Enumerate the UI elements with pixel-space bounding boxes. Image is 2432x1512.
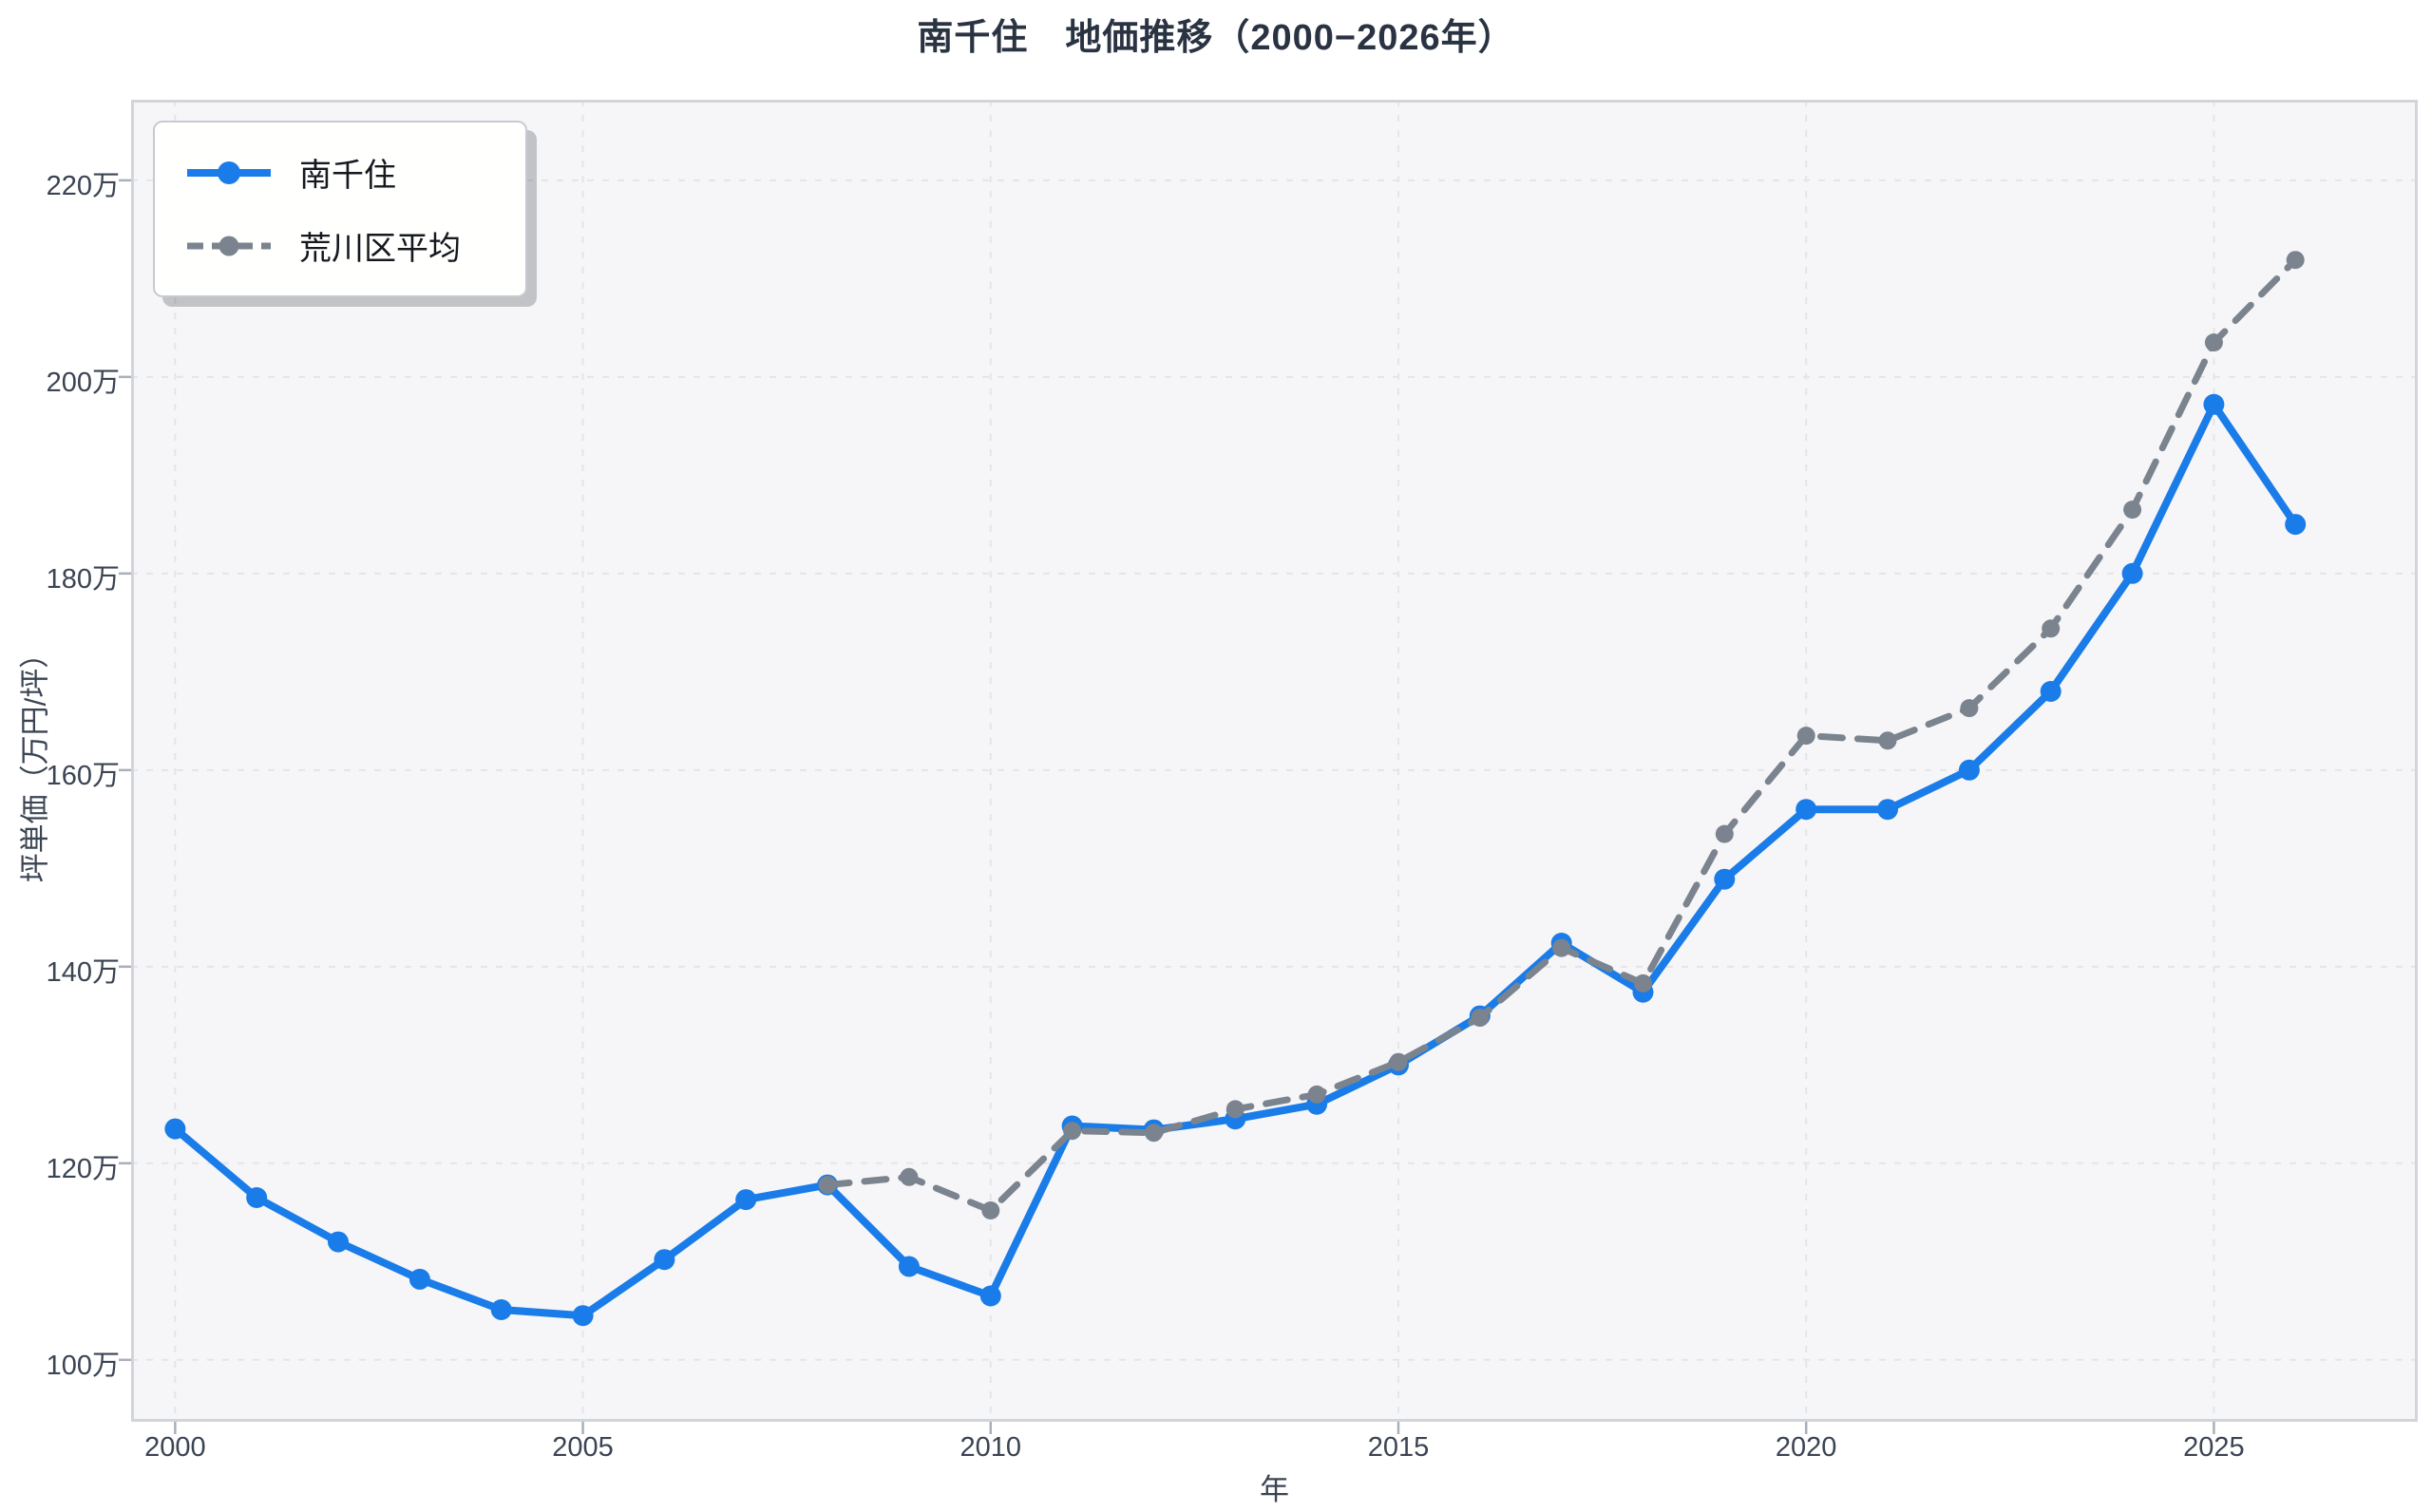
data-point-arakawa-average xyxy=(1063,1122,1082,1141)
data-point-minami-senju xyxy=(1958,759,1980,781)
legend-item-arakawa-average: 荒川区平均 xyxy=(187,222,525,269)
data-point-minami-senju xyxy=(2285,514,2307,536)
solid-line-marker-icon xyxy=(187,161,271,185)
data-point-arakawa-average xyxy=(818,1176,837,1195)
data-point-arakawa-average xyxy=(2123,501,2142,520)
data-point-arakawa-average xyxy=(1226,1100,1244,1119)
data-point-minami-senju xyxy=(1714,868,1736,890)
data-point-minami-senju xyxy=(2203,393,2225,415)
chart-canvas xyxy=(119,100,2418,1434)
x-tick-label: 2000 xyxy=(144,1432,206,1463)
data-point-arakawa-average xyxy=(2204,333,2223,352)
series-line-minami-senju xyxy=(171,400,2300,1320)
y-tick-label: 200万 xyxy=(46,367,120,398)
legend-box: 南千住 荒川区平均 xyxy=(153,121,527,297)
data-point-arakawa-average xyxy=(1471,1009,1490,1028)
data-point-minami-senju xyxy=(1877,799,1898,821)
y-tick-label: 140万 xyxy=(46,956,120,988)
data-point-minami-senju xyxy=(164,1118,186,1140)
y-axis-title: 坪単価（万円/坪） xyxy=(18,638,52,883)
x-tick-label: 2015 xyxy=(1367,1432,1430,1463)
data-point-arakawa-average xyxy=(1715,824,1734,843)
data-point-arakawa-average xyxy=(1145,1124,1163,1143)
legend-item-minami-senju: 南千住 xyxy=(187,149,525,196)
chart-title: 南千住 地価推移（2000−2026年） xyxy=(917,18,1515,58)
x-axis-title: 年 xyxy=(1260,1473,1289,1506)
data-point-minami-senju xyxy=(2121,562,2143,584)
data-point-arakawa-average xyxy=(900,1167,919,1186)
data-point-minami-senju xyxy=(1796,799,1817,821)
data-point-minami-senju xyxy=(898,1256,920,1277)
data-point-minami-senju xyxy=(979,1285,1001,1307)
data-point-arakawa-average xyxy=(1960,699,1979,718)
data-point-minami-senju xyxy=(2040,681,2062,702)
data-point-minami-senju xyxy=(735,1189,757,1211)
data-point-arakawa-average xyxy=(981,1201,1000,1219)
plot-border xyxy=(131,100,2418,1422)
data-point-minami-senju xyxy=(654,1249,675,1271)
y-tick-label: 100万 xyxy=(46,1350,120,1381)
x-tick-label: 2020 xyxy=(1775,1432,1837,1463)
data-point-arakawa-average xyxy=(1634,973,1652,992)
x-tick-label: 2005 xyxy=(552,1432,614,1463)
data-point-arakawa-average xyxy=(2042,619,2061,638)
data-point-arakawa-average xyxy=(1552,938,1571,957)
y-tick-label: 180万 xyxy=(46,563,120,595)
y-tick-label: 220万 xyxy=(46,170,120,201)
y-tick-label: 120万 xyxy=(46,1153,120,1184)
series-line-arakawa-average xyxy=(824,256,2299,1214)
legend-label: 南千住 xyxy=(299,158,396,194)
legend-label: 荒川区平均 xyxy=(299,231,461,267)
x-tick-label: 2025 xyxy=(2183,1432,2245,1463)
data-point-minami-senju xyxy=(408,1268,430,1290)
data-point-arakawa-average xyxy=(1796,727,1815,746)
data-point-minami-senju xyxy=(328,1231,349,1253)
data-point-arakawa-average xyxy=(1307,1085,1326,1104)
data-point-arakawa-average xyxy=(1389,1052,1408,1071)
data-point-arakawa-average xyxy=(1878,731,1897,750)
data-point-minami-senju xyxy=(572,1305,594,1327)
plot-area xyxy=(119,100,2418,1434)
data-point-minami-senju xyxy=(246,1187,268,1208)
data-point-minami-senju xyxy=(490,1299,512,1320)
y-tick-label: 160万 xyxy=(46,760,120,791)
data-point-arakawa-average xyxy=(2286,251,2305,270)
dashed-line-marker-icon xyxy=(187,234,271,258)
x-tick-label: 2010 xyxy=(960,1432,1022,1463)
